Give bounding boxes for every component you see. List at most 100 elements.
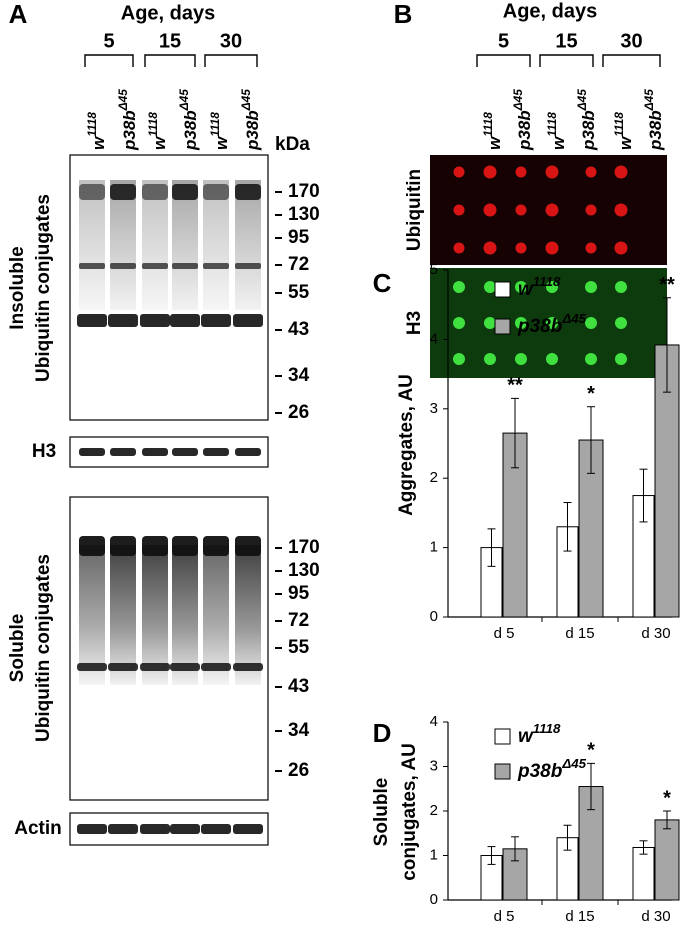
error-bar [639,840,648,855]
lane-label-sup: 1118 [208,112,222,137]
blot-label: H3 [404,311,425,335]
smear [110,545,136,685]
legend-swatch [494,763,511,780]
error-bar [511,397,519,469]
dot [453,281,465,293]
y-tick-label: 3 [430,757,438,774]
blot-label: Actin [14,818,62,839]
band [172,184,198,200]
band [142,184,168,200]
band [108,824,138,834]
smear [142,545,168,685]
bracket [539,54,594,67]
legend-label: w1118 [518,274,561,300]
smear [79,545,105,685]
y-axis-title: conjugates, AU [399,743,420,881]
legend-label-base: w [518,726,534,747]
blot-label: H3 [32,441,56,462]
lane-label: p38bΔ45 [116,89,139,151]
legend-swatch [494,728,511,745]
lane-label-sup: 1118 [545,112,559,137]
dot [614,241,628,255]
band [110,184,136,200]
error-bar [563,501,572,552]
marker-label: 170 [288,537,320,558]
dot [585,317,597,329]
dot [453,242,465,254]
band [233,824,263,834]
smear [110,180,136,310]
marker-label: 26 [288,402,309,423]
lane-label-base: p38b [579,110,598,151]
bar [654,819,680,901]
dot [484,317,496,329]
age-label: 15 [555,30,577,52]
lane-label: w1118 [545,112,568,150]
dot [614,165,628,179]
band [233,314,263,327]
band [77,824,107,834]
y-tick-label: 0 [430,608,438,625]
marker-label: 130 [288,204,320,225]
dot [614,203,628,217]
x-tick-label: d 15 [565,625,594,642]
y-tick-label: 1 [430,539,438,556]
legend-label-base: p38b [517,316,563,337]
smear [203,180,229,310]
blot-frame [69,812,269,846]
band [140,314,170,327]
lane-label-base: w [89,135,108,150]
lane-label-sup: 1118 [146,112,160,137]
y-tick-label: 0 [430,891,438,908]
panel-letter: C [373,268,392,298]
band [110,536,136,556]
dot [585,204,597,216]
legend-label-sup: 1118 [533,274,561,289]
dot [484,353,496,365]
dot [546,353,558,365]
lane-label: p38bΔ45 [177,89,200,151]
dot [585,166,597,178]
legend-label-base: p38b [517,761,563,782]
error-bar [587,762,595,811]
legend-label-base: w [518,279,534,300]
lane-label-sup: Δ45 [575,89,589,112]
lane-label-base: p38b [646,110,665,151]
smear [142,180,168,310]
dot [453,204,465,216]
lane-label-sup: 1118 [85,112,99,137]
dot [615,353,627,365]
blot-frame [69,154,269,421]
band [203,263,229,269]
dot [615,281,627,293]
lane-label-sup: Δ45 [642,89,656,112]
error-bar [563,824,572,851]
significance: * [663,787,671,809]
dot [483,203,497,217]
band [110,263,136,269]
marker-label: 43 [288,676,309,697]
band [110,448,136,456]
age-label: 5 [498,30,509,52]
x-tick-label: d 5 [494,908,515,925]
marker-label: 170 [288,181,320,202]
age-label: 5 [103,30,114,52]
legend-label: p38bΔ45 [517,756,587,782]
dot [615,317,627,329]
x-tick-label: d 15 [565,908,594,925]
band [79,536,105,556]
band [79,263,105,269]
marker-label: 95 [288,583,310,604]
y-tick-label: 4 [430,713,438,730]
y-tick-label: 2 [430,469,438,486]
marker-label: 34 [288,720,310,741]
band [201,663,231,671]
panel-letter: D [373,718,392,748]
dot [515,204,527,216]
smear [172,180,198,310]
lane-label: w1118 [481,112,504,150]
legend-label-sup: 1118 [533,721,561,736]
x-tick-label: d 5 [494,625,515,642]
lane-label-base: p38b [243,110,262,151]
